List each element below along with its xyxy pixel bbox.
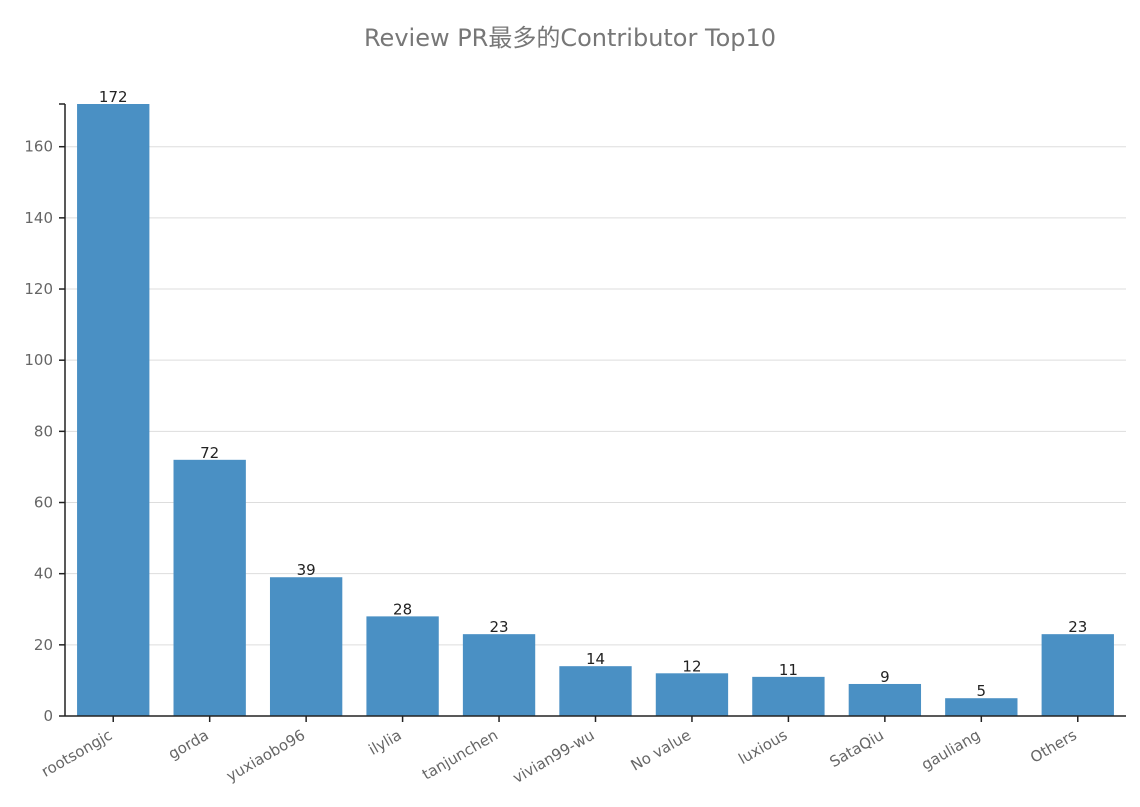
x-tick-label: ilylia: [365, 726, 404, 759]
y-tick-label: 40: [34, 565, 53, 583]
y-tick-label: 100: [24, 351, 53, 369]
data-label: 14: [586, 650, 605, 668]
bar: [945, 698, 1018, 716]
x-tick-label: tanjunchen: [419, 726, 501, 784]
bar: [1041, 634, 1114, 716]
data-label: 12: [682, 657, 701, 675]
x-tick-label: gauliang: [918, 726, 983, 774]
bar: [462, 634, 536, 716]
bar: [559, 666, 632, 716]
bar: [173, 459, 246, 716]
data-label: 9: [880, 668, 890, 686]
data-label: 72: [200, 444, 219, 462]
y-tick-label: 0: [43, 707, 53, 725]
y-axis-ticks: 0 20 40 60 80 100 120 140 160: [24, 103, 65, 725]
bars: [77, 104, 1114, 716]
data-label: 5: [977, 682, 987, 700]
bar: [752, 676, 825, 716]
data-label: 172: [99, 88, 128, 106]
data-labels: 172 72 39 28 23 14 12 11 9 5 23: [99, 88, 1087, 700]
x-tick-label: luxious: [735, 726, 790, 768]
data-label: 28: [393, 600, 412, 618]
y-tick-label: 120: [24, 280, 53, 298]
y-tick-label: 140: [24, 209, 53, 227]
x-axis-ticks: rootsongjc gorda yuxiaobo96 ilylia tanjunche…: [38, 716, 1080, 787]
x-tick-label: vivian99-wu: [510, 726, 598, 787]
x-tick-label: yuxiaobo96: [223, 726, 308, 785]
data-label: 39: [297, 561, 316, 579]
bar: [77, 104, 150, 716]
bar: [366, 616, 439, 716]
x-tick-label: SataQiu: [827, 726, 887, 771]
bar: [848, 683, 922, 716]
y-tick-label: 160: [24, 138, 53, 156]
bar: [655, 673, 729, 716]
x-tick-label: Others: [1027, 726, 1080, 767]
y-tick-label: 20: [34, 636, 53, 654]
y-tick-label: 80: [34, 422, 53, 440]
data-label: 23: [489, 618, 508, 636]
chart-title: Review PR最多的Contributor Top10: [363, 24, 777, 52]
x-tick-label: No value: [628, 726, 694, 775]
y-tick-label: 60: [34, 494, 53, 512]
x-tick-label: gorda: [165, 726, 212, 763]
data-label: 23: [1068, 618, 1087, 636]
data-label: 11: [779, 661, 798, 679]
x-tick-label: rootsongjc: [38, 726, 115, 781]
bar: [269, 577, 343, 716]
